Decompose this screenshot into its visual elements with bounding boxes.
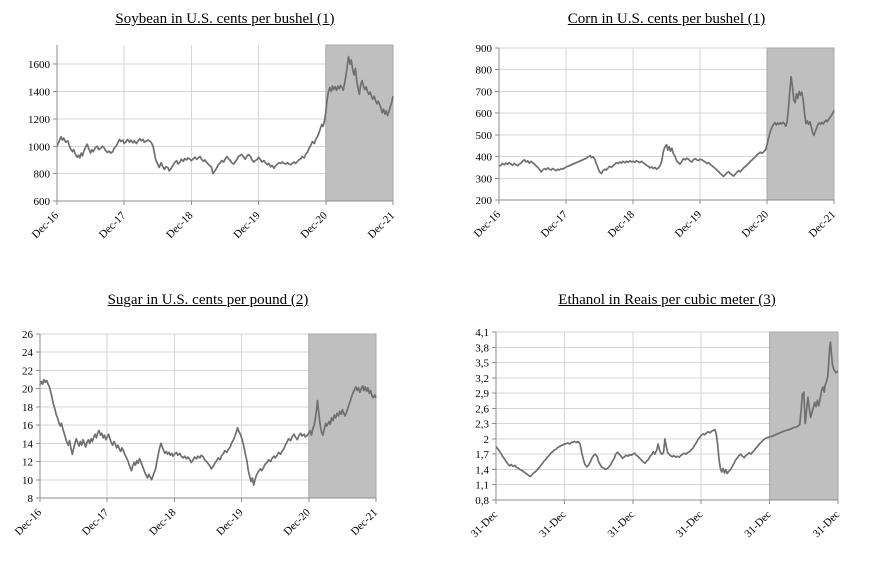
- highlight-region: [308, 333, 377, 499]
- y-tick-label: 800: [34, 169, 51, 181]
- x-tick-label: Dec-18: [606, 208, 638, 240]
- x-tick-label: 31-Dec: [674, 509, 705, 540]
- price-line: [495, 341, 839, 478]
- y-tick-label: 12: [22, 457, 33, 469]
- y-tick-label: 2,9: [475, 388, 489, 400]
- y-tick-label: 200: [476, 195, 493, 207]
- y-tick-label: 1600: [28, 59, 51, 71]
- soybean-chart: Soybean in U.S. cents per bushel (1) 600…: [0, 0, 436, 281]
- x-tick-label: Dec-20: [740, 208, 772, 240]
- sugar-plot: 8 10 12 14 16 18 20 22 24 26 Dec-16 Dec-17 Dec-18 Dec…: [13, 329, 380, 538]
- x-tick-label: 31-Dec: [537, 509, 568, 540]
- y-tick-label: 800: [476, 65, 493, 77]
- y-tick-label: 1000: [28, 141, 51, 153]
- x-tick-label: Dec-16: [13, 506, 45, 538]
- x-tick-label: 31-Dec: [811, 509, 842, 540]
- ethanol-chart: Ethanol in Reais per cubic meter (3) 0,8…: [436, 281, 872, 562]
- corn-plot: 200 300 400 500 600 700 800 900 Dec-16 Dec-17 Dec-…: [472, 43, 838, 240]
- y-tick-label: 0,8: [475, 495, 489, 507]
- y-tick-label: 18: [22, 402, 34, 414]
- y-tick-label: 20: [22, 384, 34, 396]
- x-tick-label: Dec-19: [673, 208, 705, 240]
- y-tick-label: 16: [22, 420, 34, 432]
- y-tick-label: 3,5: [475, 358, 489, 370]
- y-tick-label: 400: [476, 152, 493, 164]
- y-tick-label: 3,8: [475, 342, 489, 354]
- x-tick-label: Dec-17: [97, 209, 129, 241]
- x-tick-label: Dec-20: [282, 506, 314, 538]
- y-tick-label: 8: [28, 493, 34, 505]
- corn-chart-title: Corn in U.S. cents per bushel (1): [567, 11, 766, 27]
- x-tick-label: Dec-19: [231, 209, 263, 241]
- x-tick-label: 31-Dec: [606, 509, 637, 540]
- y-tick-label: 500: [476, 130, 493, 142]
- x-tick-label: Dec-21: [349, 507, 380, 538]
- y-tick-label: 4,1: [475, 327, 489, 339]
- price-line: [498, 75, 835, 178]
- x-tick-label: Dec-21: [807, 209, 838, 240]
- highlight-region: [325, 44, 394, 202]
- x-tick-label: Dec-20: [299, 209, 331, 241]
- y-tick-label: 900: [476, 43, 493, 55]
- corn-chart: Corn in U.S. cents per bushel (1) 200 300…: [436, 0, 872, 281]
- y-tick-label: 700: [476, 86, 493, 98]
- price-line: [56, 55, 394, 175]
- y-tick-label: 2: [484, 434, 490, 446]
- y-tick-label: 600: [34, 196, 51, 208]
- x-tick-label: Dec-16: [472, 208, 504, 240]
- x-tick-label: 31-Dec: [742, 509, 773, 540]
- x-tick-label: Dec-18: [147, 506, 179, 538]
- y-tick-label: 300: [476, 173, 493, 185]
- y-tick-label: 600: [476, 108, 493, 120]
- ethanol-chart-title: Ethanol in Reais per cubic meter (3): [558, 292, 776, 308]
- y-tick-label: 24: [22, 347, 34, 359]
- y-tick-label: 1,7: [475, 449, 489, 461]
- x-tick-label: 31-Dec: [469, 509, 500, 540]
- x-tick-label: Dec-19: [214, 506, 246, 538]
- price-line: [39, 378, 377, 487]
- x-tick-label: Dec-21: [366, 210, 397, 241]
- sugar-chart: Sugar in U.S. cents per pound (2) 8 10 12 1…: [0, 281, 436, 562]
- soybean-plot: 600 800 1000 1200 1400 1600 Dec-16 Dec-17 Dec-18…: [28, 44, 397, 241]
- x-tick-label: Dec-16: [30, 209, 62, 241]
- y-tick-label: 2,6: [475, 403, 489, 415]
- y-tick-label: 22: [22, 365, 33, 377]
- y-tick-label: 1400: [28, 87, 51, 99]
- y-tick-label: 26: [22, 329, 34, 341]
- ethanol-plot: 0,8 1,1 1,4 1,7 2 2,3 2,6 2,9 3,2 3,5 3,8 4,1 31-Dec…: [469, 327, 842, 540]
- y-tick-label: 1,1: [475, 480, 489, 492]
- y-tick-label: 3,2: [475, 373, 489, 385]
- soybean-chart-title: Soybean in U.S. cents per bushel (1): [115, 11, 335, 27]
- y-tick-label: 1,4: [475, 464, 489, 476]
- x-tick-label: Dec-17: [539, 208, 571, 240]
- x-tick-label: Dec-18: [164, 209, 196, 241]
- y-tick-label: 1200: [28, 114, 51, 126]
- x-tick-label: Dec-17: [80, 506, 112, 538]
- y-tick-label: 2,3: [475, 419, 489, 431]
- y-tick-label: 10: [22, 475, 34, 487]
- y-tick-label: 14: [22, 438, 34, 450]
- sugar-chart-title: Sugar in U.S. cents per pound (2): [107, 292, 309, 308]
- highlight-region: [769, 331, 839, 501]
